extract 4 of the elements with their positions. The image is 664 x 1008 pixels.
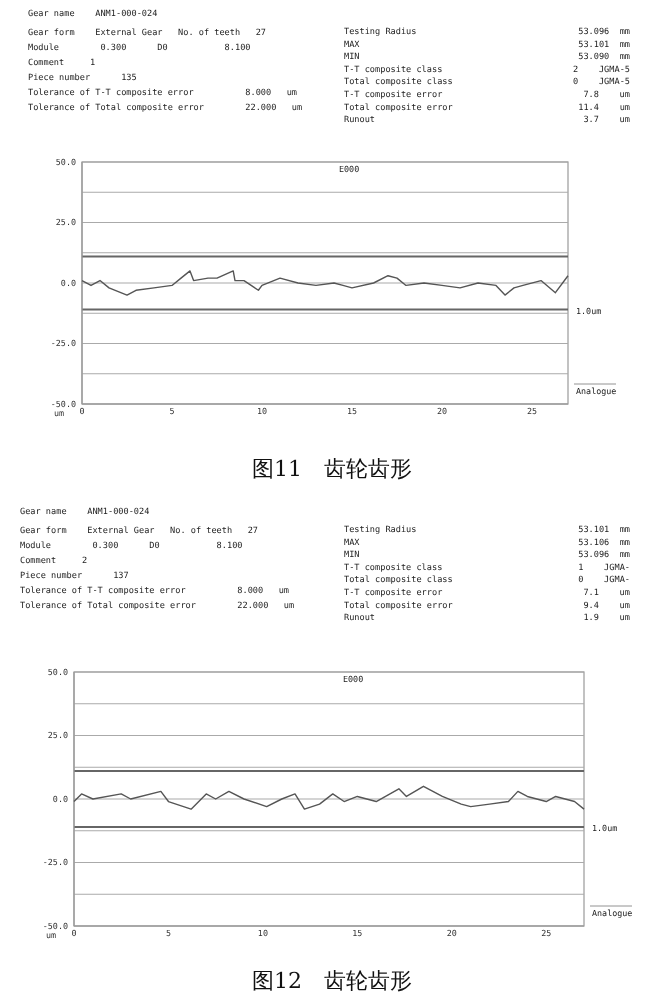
text: 图11 齿轮齿形	[252, 456, 412, 482]
text: 图12 齿轮齿形	[252, 968, 412, 994]
line-series	[73, 785, 585, 810]
line-series	[81, 270, 569, 296]
